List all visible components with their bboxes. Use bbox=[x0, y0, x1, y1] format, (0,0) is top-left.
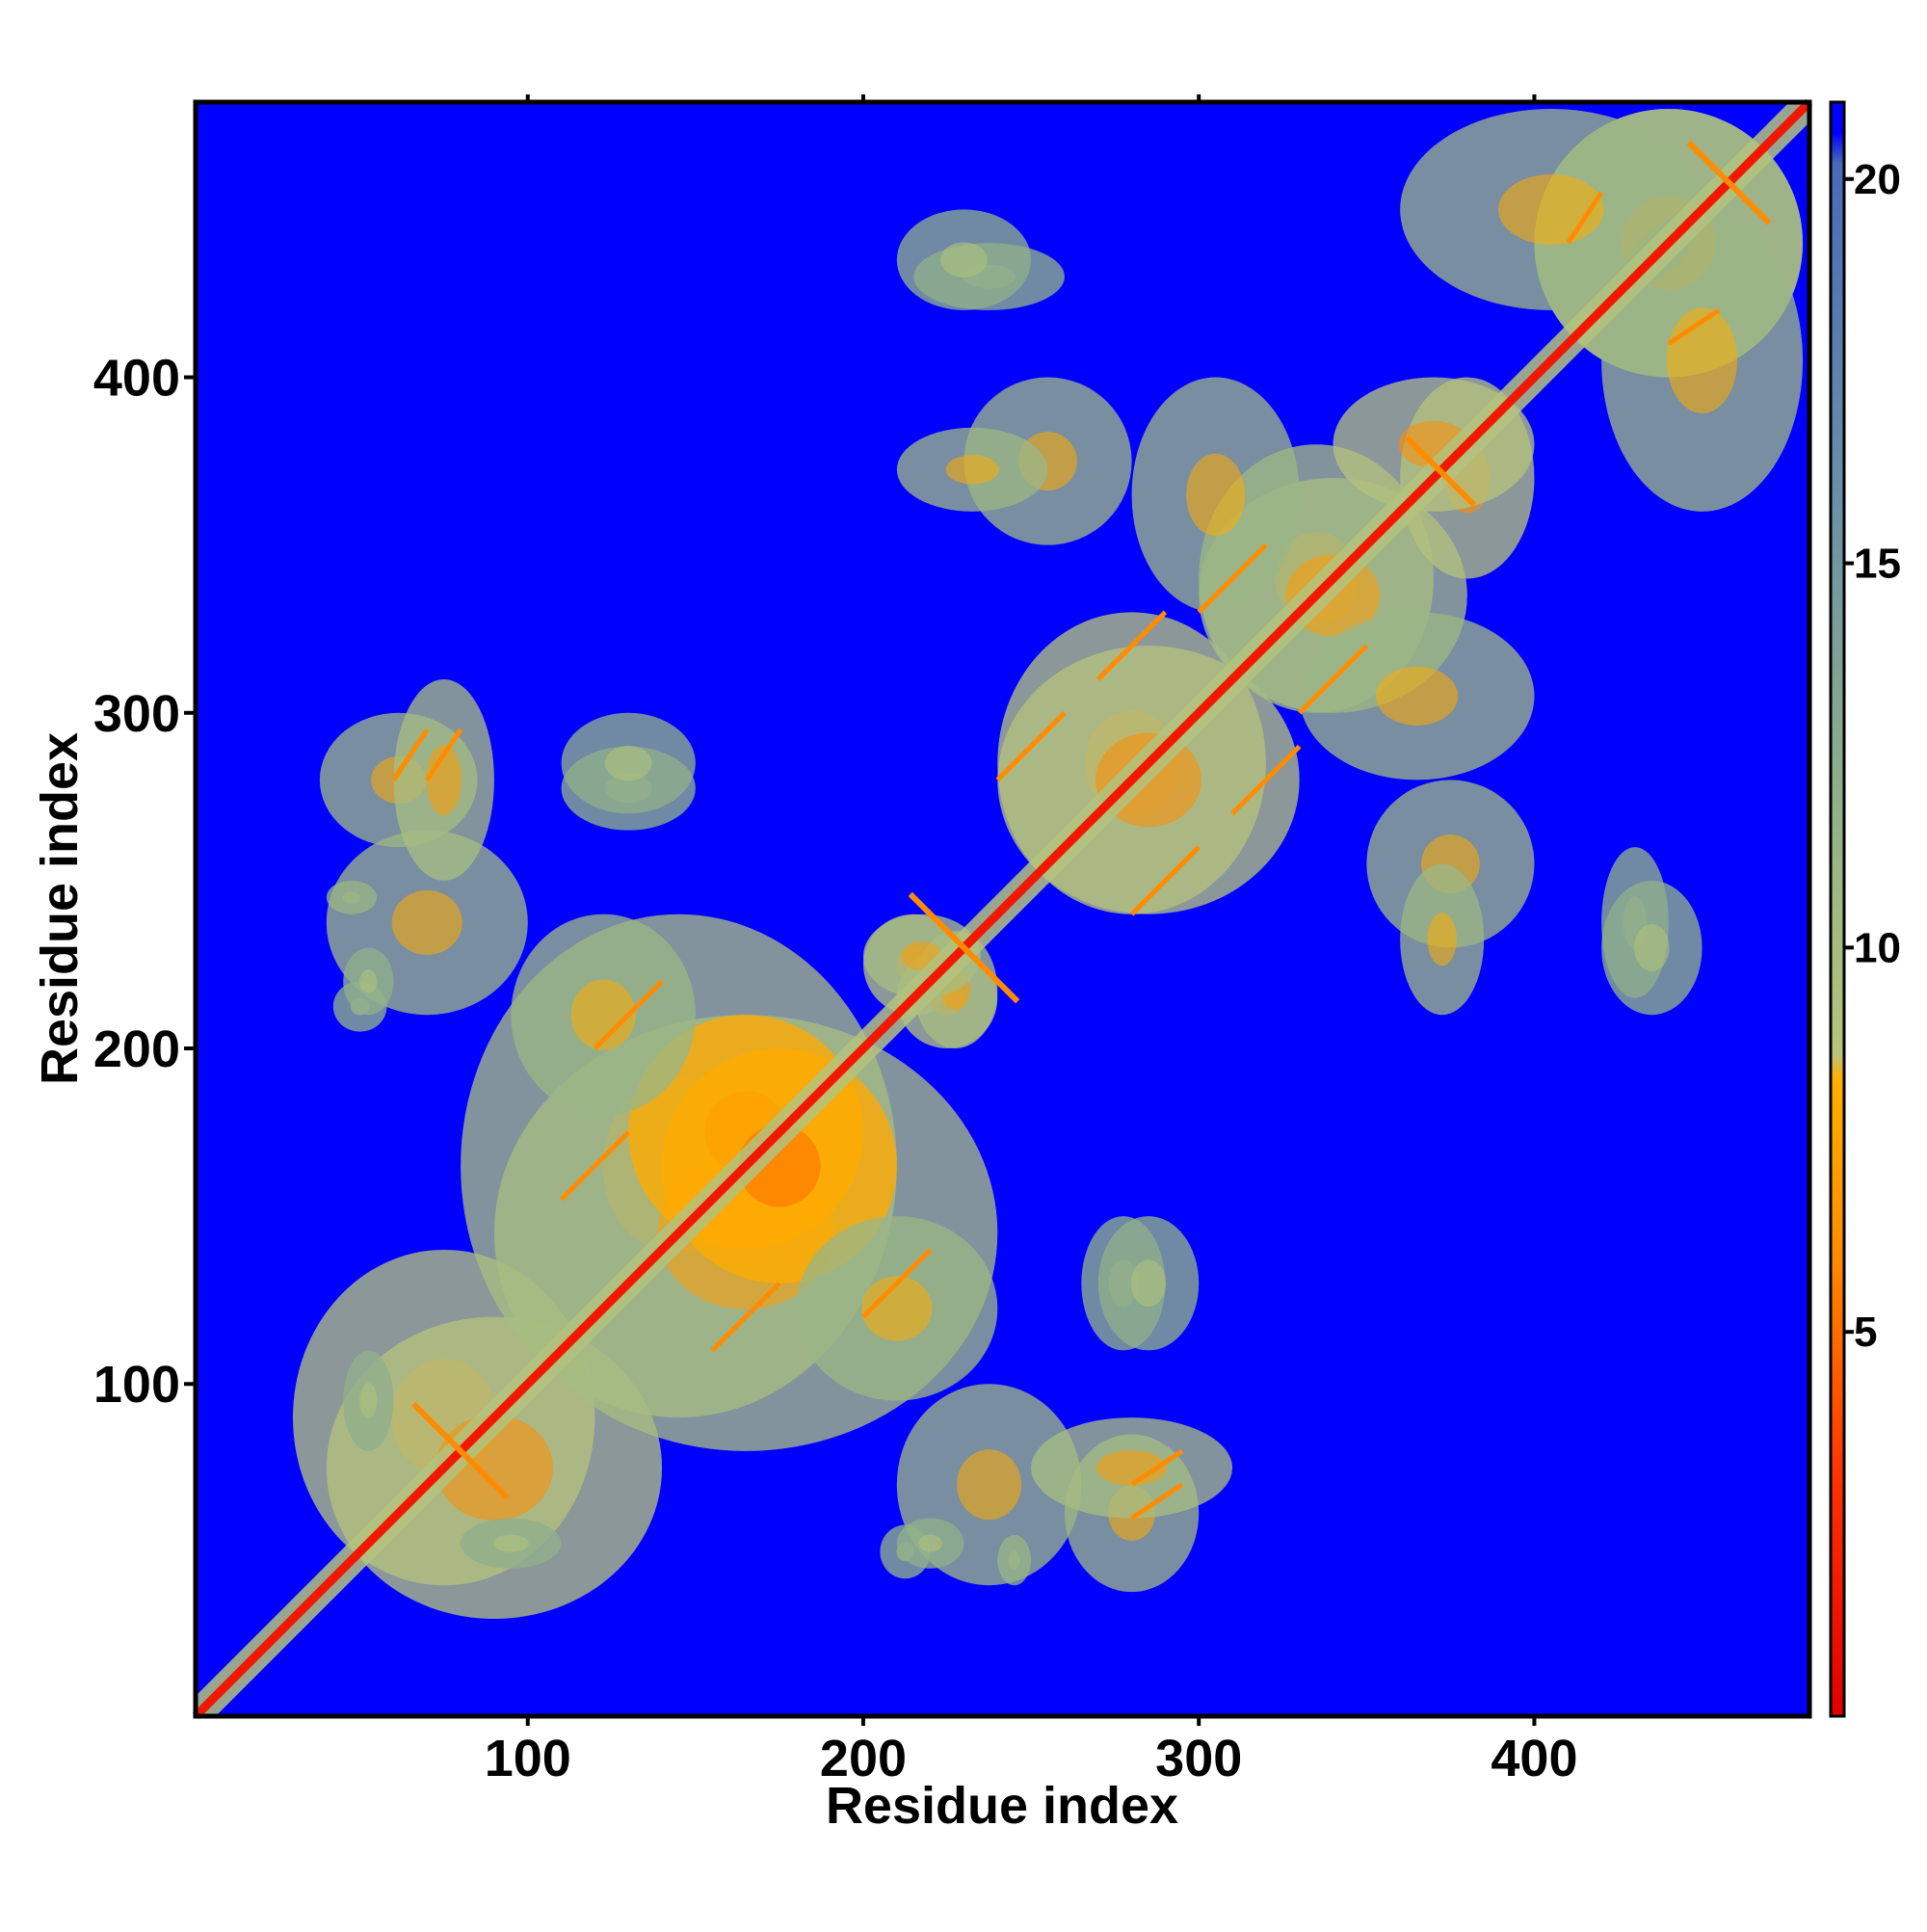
contact-region-core-16-0 bbox=[1375, 666, 1459, 726]
colorbar-axis: 5 10 15 20 bbox=[1844, 156, 1901, 1356]
x-tick-label-300: 300 bbox=[1155, 1730, 1242, 1787]
y-tick-label-100: 100 bbox=[93, 1356, 180, 1414]
strand-contact-5-1 bbox=[1130, 1482, 1184, 1521]
contact-region-core-21-1 bbox=[570, 979, 636, 1050]
contact-region-core-24-0 bbox=[918, 1534, 942, 1552]
contact-region-core-22-0 bbox=[1130, 1259, 1167, 1308]
y-tick-label-200: 200 bbox=[93, 1020, 180, 1078]
y-axis: 100 200 300 400 bbox=[93, 350, 196, 1414]
strand-contact-2-1 bbox=[995, 711, 1067, 782]
contact-region-core-16-1 bbox=[1186, 453, 1246, 537]
x-tick-label-200: 200 bbox=[820, 1730, 907, 1787]
helix-contact-0 bbox=[411, 1402, 510, 1500]
strand-contact-1-1 bbox=[593, 979, 664, 1050]
x-tick-label-400: 400 bbox=[1491, 1730, 1577, 1787]
contact-region-core-23-1 bbox=[359, 1383, 378, 1418]
strand-contact-6-1 bbox=[425, 728, 463, 781]
x-tick-label-100: 100 bbox=[485, 1730, 571, 1787]
y-tick-label-300: 300 bbox=[93, 685, 180, 743]
helix-contact-1 bbox=[908, 891, 1020, 1004]
strand-contact-6-0 bbox=[1130, 1448, 1184, 1487]
contact-region-core-19-1 bbox=[391, 889, 462, 955]
colorbar-tick-label-5: 5 bbox=[1854, 1309, 1877, 1356]
colorbar-tick-label-20: 20 bbox=[1854, 156, 1901, 203]
x-axis: 100 200 300 400 bbox=[485, 94, 1578, 1787]
y-axis-label: Residue index bbox=[31, 732, 89, 1085]
diagonal-line bbox=[192, 98, 1813, 1720]
contact-region-core-18-0 bbox=[1634, 924, 1670, 971]
contact-region-core-24-1 bbox=[359, 969, 378, 993]
contact-region-core-21-0 bbox=[861, 1276, 933, 1341]
strand-contact-3-0 bbox=[1230, 744, 1302, 816]
strand-contact-4-0 bbox=[1297, 644, 1369, 715]
strand-contact-7-1 bbox=[1667, 307, 1721, 346]
contact-region-core-20-0 bbox=[1096, 1450, 1168, 1486]
y-tick-label-400: 400 bbox=[93, 350, 180, 408]
colorbar-tick-label-10: 10 bbox=[1854, 924, 1901, 971]
strand-contact-5-0 bbox=[391, 728, 430, 781]
contact-region-core-19-0 bbox=[957, 1449, 1022, 1521]
colorbar bbox=[1829, 100, 1846, 1718]
contact-region-core-23-0 bbox=[493, 1534, 529, 1552]
strand-contact-0-0 bbox=[710, 1282, 781, 1353]
heatmap-plot-area bbox=[192, 98, 1813, 1720]
contact-region-core-20-1 bbox=[426, 744, 462, 815]
strand-contact-0-1 bbox=[559, 1130, 630, 1202]
strand-contact-3-1 bbox=[1095, 610, 1168, 681]
helix-contact-3 bbox=[1686, 140, 1772, 225]
colorbar-tick-label-15: 15 bbox=[1854, 541, 1901, 588]
strand-contact-7-0 bbox=[1566, 191, 1604, 245]
contact-region-core-17-1 bbox=[945, 455, 999, 485]
plot-frame bbox=[193, 99, 1812, 1719]
strand-contact-4-1 bbox=[1197, 543, 1268, 615]
contact-region-core-18-1 bbox=[940, 242, 988, 278]
strand-contact-1-0 bbox=[861, 1248, 933, 1319]
helix-contact-2 bbox=[1404, 436, 1476, 508]
contact-region-core-22-1 bbox=[604, 745, 652, 781]
contact-region-core-17-0 bbox=[1427, 913, 1457, 966]
strand-contact-2-0 bbox=[1129, 845, 1201, 916]
x-axis-label: Residue index bbox=[826, 1777, 1178, 1835]
